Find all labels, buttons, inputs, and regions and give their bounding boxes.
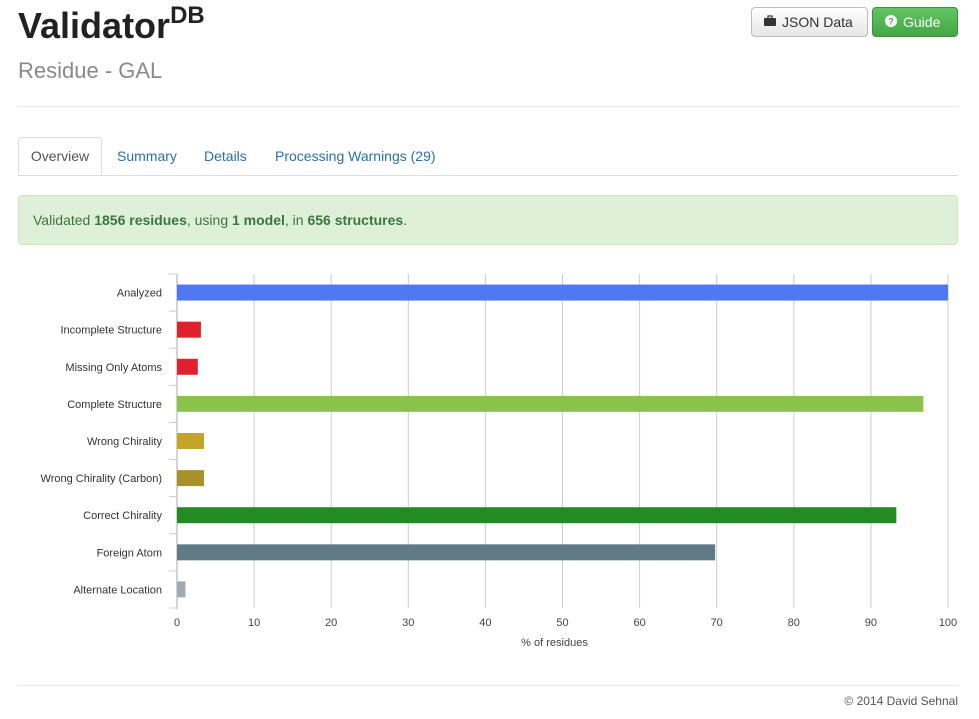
data-bar [177, 358, 198, 375]
alert-text-2: , using [186, 212, 232, 228]
category-label: Complete Structure [67, 399, 162, 411]
page-subtitle: Residue - GAL [18, 58, 163, 83]
x-tick-label: 20 [325, 617, 337, 629]
data-bar [177, 395, 924, 412]
alert-text-4: . [403, 212, 408, 228]
category-label: Incomplete Structure [61, 325, 163, 337]
residue-count: 1856 residues [94, 212, 187, 228]
category-label: Correct Chirality [83, 510, 162, 522]
data-bar [177, 284, 948, 301]
alert-text-3: , in [284, 212, 308, 228]
x-axis-title: % of residues [521, 637, 588, 649]
category-label: Wrong Chirality [87, 436, 162, 448]
header-divider [18, 106, 958, 107]
svg-text:?: ? [888, 17, 894, 27]
guide-label: Guide [903, 14, 941, 30]
x-tick-label: 0 [174, 617, 180, 629]
data-bar [177, 321, 201, 338]
x-tick-label: 80 [788, 617, 800, 629]
question-icon: ? [885, 8, 897, 36]
json-data-button[interactable]: JSON Data [751, 7, 868, 37]
data-bar [177, 433, 204, 449]
category-label: Foreign Atom [97, 547, 162, 559]
tab-summary[interactable]: Summary [117, 148, 177, 164]
validation-summary-alert: Validated 1856 residues, using 1 model, … [18, 195, 958, 245]
x-tick-label: 50 [556, 617, 568, 629]
tab-details[interactable]: Details [204, 148, 247, 164]
x-tick-label: 100 [939, 617, 957, 629]
tab-processing-warnings[interactable]: Processing Warnings (29) [275, 148, 436, 164]
category-label: Alternate Location [73, 584, 162, 596]
app-title: ValidatorDB [18, 4, 205, 46]
residue-validation-chart: Analyzed Incomplete Structure Missing Only… [41, 273, 957, 649]
x-tick-label: 70 [711, 617, 723, 629]
data-bar [177, 507, 897, 524]
briefcase-icon [764, 8, 776, 36]
category-label: Wrong Chirality (Carbon) [41, 473, 162, 485]
model-count: 1 model [232, 212, 285, 228]
x-tick-label: 10 [248, 617, 260, 629]
footer-divider [18, 685, 958, 686]
x-tick-label: 90 [865, 617, 877, 629]
category-label: Missing Only Atoms [65, 362, 162, 374]
guide-button[interactable]: ? Guide [872, 7, 958, 37]
tab-overview[interactable]: Overview [18, 137, 102, 175]
app-title-superscript: DB [170, 2, 205, 29]
data-bar [177, 544, 716, 561]
app-title-text: Validator [18, 5, 171, 46]
data-bar [177, 470, 204, 487]
json-data-label: JSON Data [782, 14, 853, 30]
alert-text-1: Validated [33, 212, 95, 228]
x-tick-label: 40 [479, 617, 491, 629]
data-bar [177, 581, 186, 598]
footer-copyright: © 2014 David Sehnal [844, 694, 958, 708]
x-tick-label: 30 [402, 617, 414, 629]
tab-bar: Overview Summary Details Processing Warn… [18, 137, 958, 176]
structure-count: 656 structures [307, 212, 404, 228]
x-tick-label: 60 [633, 617, 645, 629]
category-label: Analyzed [117, 288, 162, 300]
